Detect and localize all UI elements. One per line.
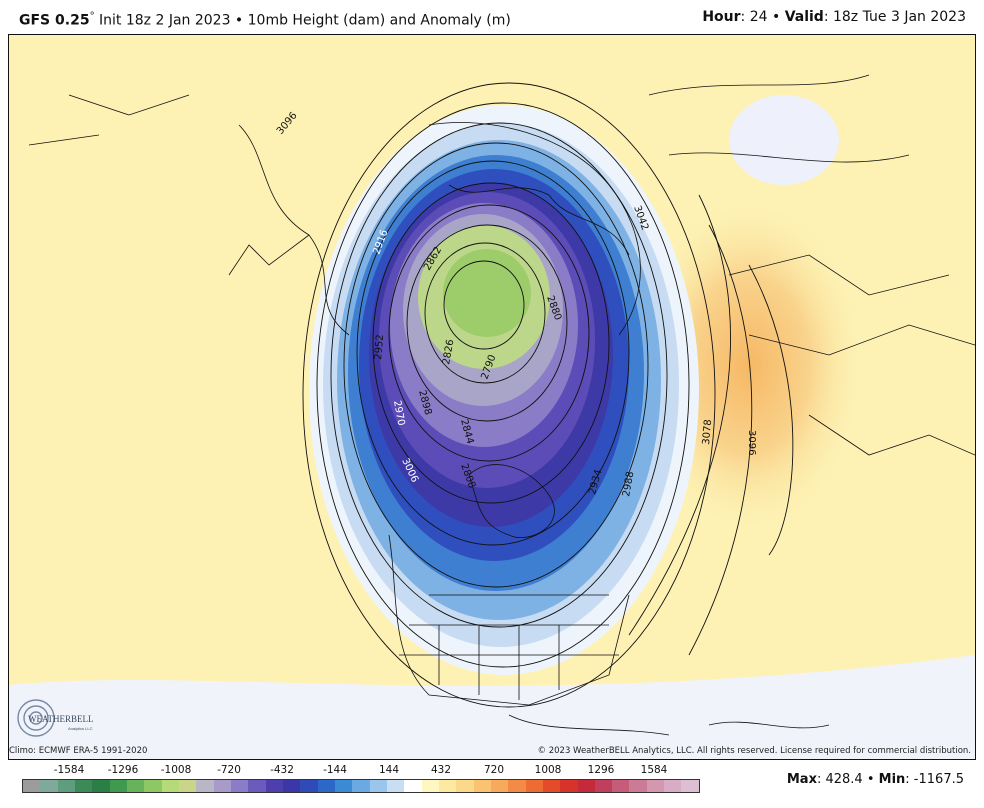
contour-label: 2826 [441, 339, 456, 366]
legend-color-swatch [300, 780, 318, 792]
legend-tick-label: -1296 [107, 764, 139, 776]
legend-tick-label: 1584 [640, 764, 668, 776]
min-label: Min [878, 772, 906, 787]
map-panel: 2862 2826 2790 2844 2808 2952 2898 2970 … [8, 34, 976, 760]
anomaly-color-bar [22, 779, 700, 793]
header-left: GFS 0.25° Init 18z 2 Jan 2023 • 10mb Hei… [19, 0, 511, 38]
hour-value: : 24 • [740, 9, 785, 25]
legend-tick-label: 432 [430, 764, 452, 776]
legend-color-swatch [456, 780, 474, 792]
legend-tick-label: 144 [378, 764, 400, 776]
legend-color-swatch [490, 780, 509, 792]
legend-tick-label: -1008 [160, 764, 192, 776]
legend-color-swatch [629, 780, 647, 792]
height-contours [302, 82, 794, 708]
legend-color-swatch [144, 780, 162, 792]
legend-color-swatch [404, 780, 422, 792]
legend-color-swatch [473, 780, 491, 792]
coastlines [28, 74, 975, 736]
header-right: Hour: 24 • Valid: 18z Tue 3 Jan 2023 [702, 0, 966, 34]
legend-tick-label: -1584 [53, 764, 85, 776]
valid-value: : 18z Tue 3 Jan 2023 [823, 9, 966, 25]
model-name: GFS 0.25 [19, 12, 90, 29]
legend-color-swatch [334, 780, 353, 792]
legend-color-swatch [92, 780, 110, 792]
legend-color-swatch [109, 780, 127, 792]
min-value: : -1167.5 [905, 772, 964, 787]
contour-label: 3096 [746, 430, 757, 455]
legend-color-swatch [196, 780, 214, 792]
contour-label: 3078 [701, 419, 714, 445]
init-text: Init 18z 2 Jan 2023 • 10mb Height (dam) … [94, 12, 511, 29]
legend-color-swatch [317, 780, 335, 792]
legend-color-swatch [438, 780, 457, 792]
valid-label: Valid [784, 9, 824, 25]
legend-tick-label: -432 [270, 764, 294, 776]
legend-color-swatch [282, 780, 301, 792]
anomaly-ring-11 [443, 249, 531, 337]
contour-label: 2988 [621, 471, 636, 498]
legend-color-swatch [57, 780, 75, 792]
legend-color-swatch [508, 780, 526, 792]
legend-color-swatch [126, 780, 145, 792]
legend-color-swatch [213, 780, 231, 792]
svg-text:WEATHERBELL: WEATHERBELL [28, 714, 94, 724]
legend-color-swatch [230, 780, 249, 792]
hour-label: Hour [702, 9, 741, 25]
max-value: : 428.4 • [816, 772, 879, 787]
legend-tick-label: 720 [483, 764, 505, 776]
contour-label: 2952 [373, 334, 386, 360]
legend-color-swatch [386, 780, 405, 792]
legend-color-swatch [577, 780, 595, 792]
legend-color-swatch [248, 780, 266, 792]
max-label: Max [786, 772, 817, 787]
legend-tick-label: 1008 [534, 764, 562, 776]
anomaly-area-asia [729, 95, 839, 185]
legend-color-swatch [421, 780, 439, 792]
legend-color-swatch [594, 780, 613, 792]
legend-tick-label: 1296 [587, 764, 615, 776]
legend-color-swatch [560, 780, 578, 792]
map-svg: 2862 2826 2790 2844 2808 2952 2898 2970 … [9, 35, 975, 759]
legend-color-swatch [178, 780, 197, 792]
weatherbell-logo: WEATHERBELL Analytics LLC [14, 696, 104, 740]
chart-header: GFS 0.25° Init 18z 2 Jan 2023 • 10mb Hei… [0, 0, 984, 34]
legend-color-swatch [265, 780, 283, 792]
svg-text:Analytics LLC: Analytics LLC [68, 726, 93, 731]
contour-label: 2970 [391, 400, 406, 427]
legend-color-swatch [664, 780, 682, 792]
degree-mark: ° [89, 11, 95, 22]
climo-note: Climo: ECMWF ERA-5 1991-2020 [9, 746, 148, 756]
legend-tick-labels: -1584 -1296 -1008 -720 -432 -144 144 432 720 1008… [22, 764, 702, 778]
legend-color-swatch [542, 780, 561, 792]
max-min-readout: Max: 428.4 • Min: -1167.5 [787, 772, 964, 787]
legend-color-swatch [525, 780, 543, 792]
legend-color-swatch [681, 780, 699, 792]
legend-color-swatch [23, 780, 41, 792]
legend-color-swatch [74, 780, 93, 792]
legend-color-swatch [612, 780, 630, 792]
legend-tick-label: -144 [323, 764, 347, 776]
legend-color-swatch [161, 780, 179, 792]
legend-color-swatch [40, 780, 58, 792]
legend-tick-label: -720 [217, 764, 241, 776]
anomaly-area-south [9, 655, 975, 759]
copyright-note: © 2023 WeatherBELL Analytics, LLC. All r… [537, 746, 971, 756]
legend-color-swatch [369, 780, 387, 792]
legend-color-swatch [646, 780, 665, 792]
legend-color-swatch [352, 780, 370, 792]
